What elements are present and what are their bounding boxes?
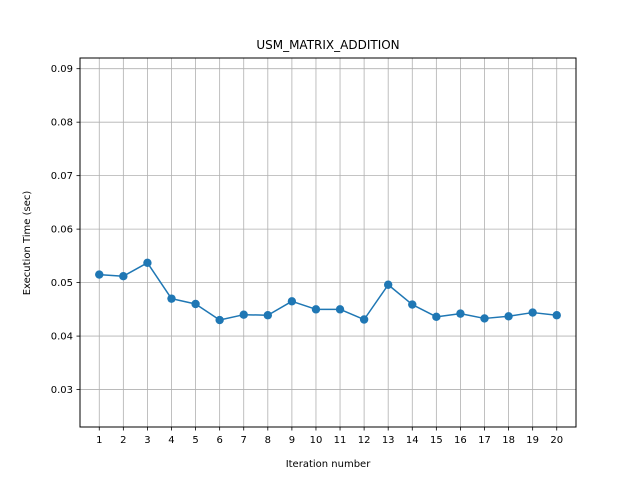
- y-tick-label: 0.07: [51, 171, 73, 182]
- x-tick-label: 4: [168, 435, 174, 446]
- data-point: [528, 308, 537, 317]
- x-tick-label: 3: [144, 435, 150, 446]
- data-point: [432, 312, 441, 322]
- x-tick-label: 6: [216, 435, 222, 446]
- data-point: [335, 305, 345, 314]
- x-tick-label: 1: [96, 435, 102, 446]
- x-tick-label: 13: [382, 435, 395, 446]
- x-tick-label: 14: [406, 435, 419, 446]
- x-tick-label: 2: [120, 435, 126, 446]
- x-tick-label: 9: [289, 435, 295, 446]
- data-point: [359, 315, 369, 324]
- data-point: [239, 310, 248, 319]
- chart-title: USM_MATRIX_ADDITION: [256, 38, 399, 52]
- y-axis-ticks: 0.03 0.04 0.05 0.06 0.07 0.08 0.09: [51, 64, 80, 396]
- data-point: [167, 294, 176, 303]
- x-tick-label: 5: [192, 435, 198, 446]
- y-tick-label: 0.05: [51, 278, 73, 289]
- data-point: [552, 311, 561, 320]
- x-tick-label: 16: [454, 435, 467, 446]
- data-point: [263, 311, 273, 320]
- plot-frame: [79, 57, 577, 428]
- y-tick-label: 0.08: [51, 118, 73, 129]
- data-point: [215, 315, 224, 325]
- x-tick-label: 20: [550, 435, 563, 446]
- x-tick-label: 10: [310, 435, 323, 446]
- data-point: [287, 297, 297, 306]
- x-axis-title: Iteration number: [286, 459, 372, 470]
- x-tick-label: 12: [358, 435, 371, 446]
- data-point: [408, 300, 417, 309]
- data-point: [95, 270, 104, 279]
- data-point: [480, 314, 489, 323]
- x-axis-ticks: 1 2 3 4 5 6 7 8 9 10 11 12 13 14 15 16 17 18 19 20: [96, 427, 563, 446]
- data-point: [504, 312, 513, 321]
- y-tick-label: 0.03: [51, 385, 73, 396]
- data-point: [311, 305, 321, 314]
- x-tick-label: 11: [334, 435, 347, 446]
- x-tick-label: 8: [265, 435, 271, 446]
- x-tick-label: 19: [526, 435, 539, 446]
- data-point: [383, 280, 393, 289]
- x-tick-label: 17: [478, 435, 491, 446]
- x-tick-label: 18: [502, 435, 515, 446]
- data-point: [191, 299, 200, 309]
- data-point: [143, 258, 152, 268]
- y-tick-label: 0.04: [51, 332, 73, 343]
- y-tick-label: 0.06: [51, 225, 73, 236]
- y-tick-label: 0.09: [51, 64, 73, 75]
- data-point: [456, 309, 465, 318]
- x-tick-label: 7: [241, 435, 247, 446]
- x-tick-label: 15: [430, 435, 443, 446]
- data-point: [119, 271, 128, 281]
- series-layer: [95, 258, 561, 325]
- grid: [80, 58, 576, 427]
- y-axis-title: Execution Time (sec): [22, 191, 33, 296]
